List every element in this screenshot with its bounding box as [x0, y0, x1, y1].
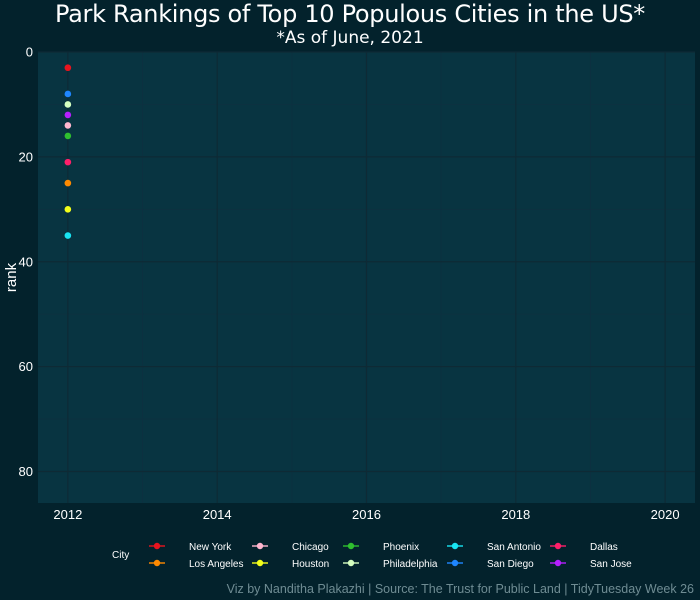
y-tick-label: 60 — [19, 359, 33, 374]
data-point — [64, 158, 72, 166]
legend-key-point — [554, 542, 562, 550]
legend-key-point — [256, 542, 264, 550]
legend-label: San Diego — [487, 559, 534, 570]
chart-subtitle: *As of June, 2021 — [276, 28, 424, 48]
y-tick-label: 20 — [19, 149, 33, 164]
legend: City New York Los Angeles Chicago Houston Ph… — [112, 542, 632, 570]
grid-major — [38, 51, 695, 503]
legend-label: Houston — [292, 559, 329, 570]
legend-key-point — [347, 542, 355, 550]
legend-label: Chicago — [292, 542, 329, 553]
grid-minor — [38, 52, 695, 503]
legend-key-point — [451, 559, 459, 567]
legend-label: Dallas — [590, 542, 618, 553]
x-tick-label: 2014 — [203, 507, 232, 522]
legend-label: San Antonio — [487, 542, 541, 553]
data-point — [64, 64, 72, 72]
x-tick-label: 2018 — [501, 507, 530, 522]
x-tick-label: 2016 — [352, 507, 381, 522]
legend-key-point — [153, 542, 161, 550]
legend-label: Phoenix — [383, 542, 419, 553]
legend-key-point — [554, 559, 562, 567]
data-point — [64, 90, 72, 98]
data-point — [64, 101, 72, 108]
y-axis-label: rank — [3, 262, 20, 292]
x-axis-ticks: 2012 2014 2016 2018 2020 — [53, 507, 679, 522]
legend-label: New York — [189, 542, 232, 553]
legend-label: Los Angeles — [189, 559, 244, 570]
chart-title: Park Rankings of Top 10 Populous Cities … — [55, 0, 645, 28]
data-point — [64, 122, 72, 129]
data-point — [64, 232, 72, 239]
caption: Viz by Nanditha Plakazhi | Source: The T… — [226, 582, 694, 596]
legend-key-point — [256, 559, 264, 567]
x-tick-label: 2020 — [651, 507, 680, 522]
y-tick-label: 80 — [19, 464, 33, 479]
legend-key-point — [347, 559, 355, 567]
x-tick-label: 2012 — [53, 507, 82, 522]
legend-title: City — [112, 550, 129, 561]
data-points — [64, 64, 72, 239]
y-tick-label: 40 — [19, 254, 33, 269]
data-point — [64, 111, 72, 119]
data-point — [64, 179, 72, 187]
legend-key-point — [451, 542, 459, 550]
data-point — [64, 132, 72, 140]
legend-label: San Jose — [590, 559, 632, 570]
data-point — [64, 206, 72, 213]
legend-key-point — [153, 559, 161, 567]
plot-panel — [38, 52, 695, 503]
legend-label: Philadelphia — [383, 559, 438, 570]
